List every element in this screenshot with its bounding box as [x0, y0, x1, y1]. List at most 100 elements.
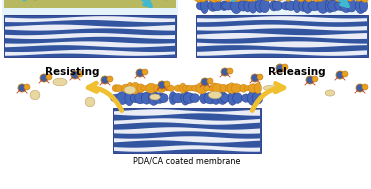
Ellipse shape: [211, 1, 223, 11]
Ellipse shape: [196, 2, 206, 10]
Ellipse shape: [196, 82, 208, 94]
Ellipse shape: [325, 90, 335, 96]
Circle shape: [101, 76, 109, 84]
Ellipse shape: [210, 83, 219, 94]
Ellipse shape: [212, 84, 223, 93]
Ellipse shape: [130, 94, 141, 103]
Ellipse shape: [169, 92, 177, 105]
Bar: [4, 0, 176, 8]
Ellipse shape: [285, 0, 291, 2]
Circle shape: [136, 69, 144, 77]
Circle shape: [142, 69, 148, 75]
Polygon shape: [197, 33, 367, 39]
Ellipse shape: [222, 2, 234, 10]
Polygon shape: [197, 41, 367, 47]
Ellipse shape: [193, 0, 205, 2]
Circle shape: [227, 68, 233, 74]
Circle shape: [312, 76, 318, 82]
Ellipse shape: [255, 0, 265, 13]
Ellipse shape: [203, 0, 213, 1]
Ellipse shape: [111, 94, 123, 102]
Ellipse shape: [186, 86, 196, 91]
Circle shape: [201, 78, 209, 86]
Ellipse shape: [317, 0, 329, 13]
Ellipse shape: [334, 0, 344, 2]
Ellipse shape: [137, 84, 145, 93]
Ellipse shape: [212, 92, 220, 105]
Ellipse shape: [220, 1, 228, 11]
FancyBboxPatch shape: [214, 0, 360, 22]
Ellipse shape: [135, 92, 146, 104]
Ellipse shape: [208, 0, 218, 11]
Ellipse shape: [247, 91, 259, 106]
Ellipse shape: [181, 91, 190, 105]
Polygon shape: [197, 50, 367, 56]
Ellipse shape: [281, 2, 291, 10]
Ellipse shape: [200, 93, 208, 104]
Ellipse shape: [242, 94, 251, 102]
Ellipse shape: [303, 0, 313, 13]
Ellipse shape: [260, 0, 270, 13]
Circle shape: [164, 81, 170, 87]
Ellipse shape: [285, 1, 296, 11]
Ellipse shape: [203, 86, 212, 91]
Ellipse shape: [124, 86, 136, 94]
Polygon shape: [5, 25, 175, 31]
Ellipse shape: [361, 0, 369, 2]
FancyBboxPatch shape: [2, 0, 178, 30]
Ellipse shape: [168, 85, 174, 91]
Circle shape: [71, 71, 79, 79]
Ellipse shape: [316, 0, 324, 2]
Ellipse shape: [217, 92, 228, 105]
Ellipse shape: [141, 92, 152, 104]
Circle shape: [40, 74, 48, 82]
Circle shape: [306, 76, 314, 84]
Bar: [4, 15, 176, 57]
Ellipse shape: [272, 1, 283, 10]
Circle shape: [336, 71, 344, 79]
Ellipse shape: [115, 85, 123, 91]
Ellipse shape: [263, 0, 274, 1]
Ellipse shape: [160, 94, 168, 103]
Polygon shape: [197, 16, 367, 22]
Ellipse shape: [250, 0, 257, 1]
Ellipse shape: [199, 0, 207, 2]
Ellipse shape: [299, 0, 308, 11]
Ellipse shape: [252, 92, 263, 104]
Ellipse shape: [355, 0, 366, 14]
Circle shape: [158, 81, 166, 89]
Ellipse shape: [325, 0, 335, 12]
Circle shape: [107, 76, 113, 82]
Ellipse shape: [354, 0, 364, 1]
Ellipse shape: [158, 84, 165, 92]
Ellipse shape: [183, 93, 196, 103]
Ellipse shape: [30, 90, 40, 100]
Ellipse shape: [328, 0, 339, 12]
Text: Resisting: Resisting: [45, 67, 99, 77]
Bar: [113, 108, 261, 153]
Ellipse shape: [220, 84, 227, 92]
Circle shape: [232, 0, 243, 2]
Bar: [196, 15, 368, 57]
Ellipse shape: [146, 83, 157, 93]
Ellipse shape: [238, 0, 249, 11]
Ellipse shape: [308, 1, 321, 11]
Circle shape: [46, 74, 52, 80]
Ellipse shape: [340, 0, 352, 12]
Ellipse shape: [201, 0, 209, 14]
Ellipse shape: [345, 0, 355, 1]
Polygon shape: [114, 109, 260, 116]
Ellipse shape: [153, 93, 165, 103]
Circle shape: [257, 74, 263, 80]
Ellipse shape: [164, 86, 171, 91]
Ellipse shape: [116, 92, 128, 105]
Ellipse shape: [296, 0, 306, 2]
Ellipse shape: [154, 84, 160, 92]
Ellipse shape: [125, 90, 134, 106]
Ellipse shape: [150, 94, 160, 100]
Ellipse shape: [148, 91, 159, 105]
Polygon shape: [5, 16, 175, 22]
Ellipse shape: [180, 83, 186, 93]
Ellipse shape: [141, 85, 152, 91]
Ellipse shape: [240, 0, 252, 1]
